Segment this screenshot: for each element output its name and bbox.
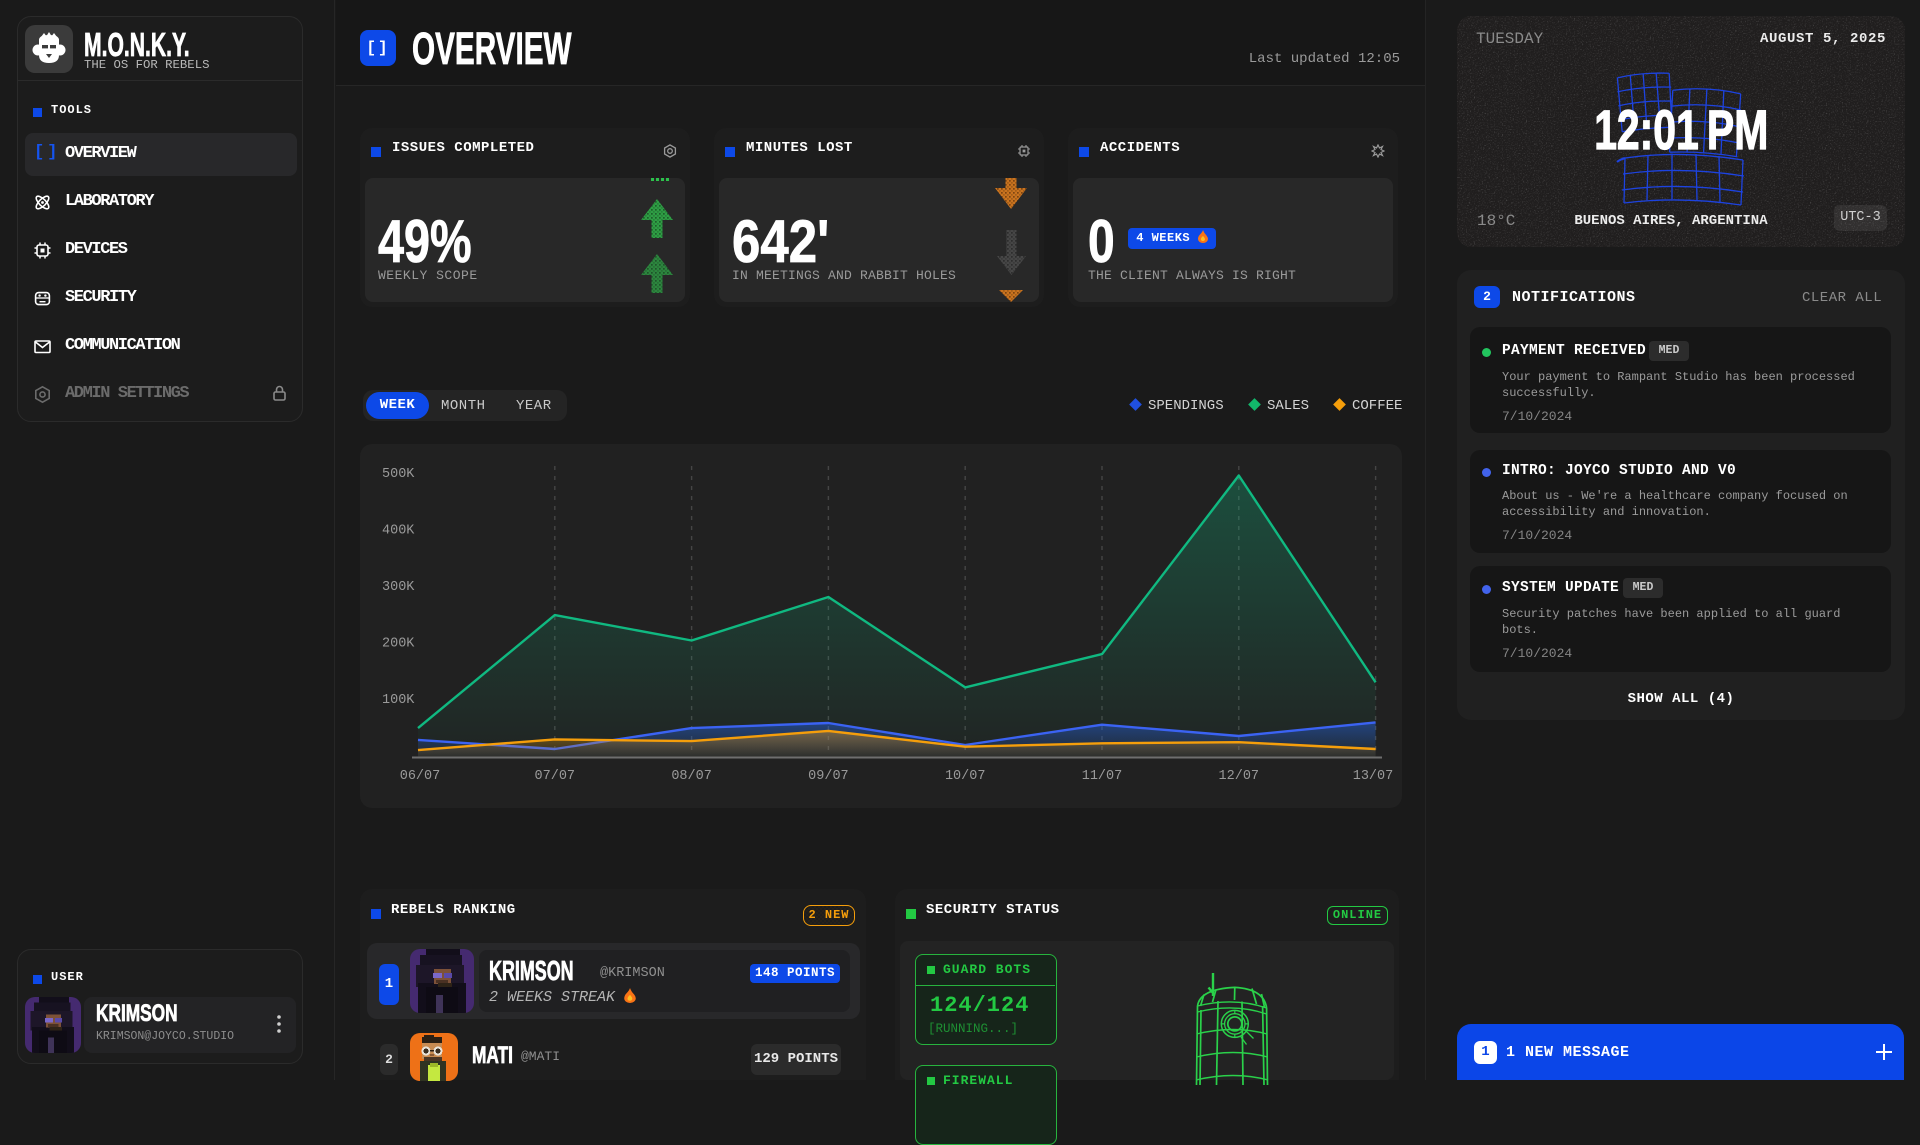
- svg-text:13/07: 13/07: [1353, 769, 1394, 784]
- svg-text:300K: 300K: [382, 580, 415, 595]
- svg-text:07/07: 07/07: [535, 769, 576, 784]
- svg-text:06/07: 06/07: [400, 769, 441, 784]
- svg-text:500K: 500K: [382, 467, 415, 482]
- svg-text:10/07: 10/07: [945, 769, 986, 784]
- svg-text:12/07: 12/07: [1219, 769, 1260, 784]
- svg-text:09/07: 09/07: [808, 769, 849, 784]
- svg-text:400K: 400K: [382, 524, 415, 539]
- svg-text:08/07: 08/07: [671, 769, 712, 784]
- svg-text:11/07: 11/07: [1082, 769, 1123, 784]
- svg-text:100K: 100K: [382, 693, 415, 708]
- svg-text:200K: 200K: [382, 637, 415, 652]
